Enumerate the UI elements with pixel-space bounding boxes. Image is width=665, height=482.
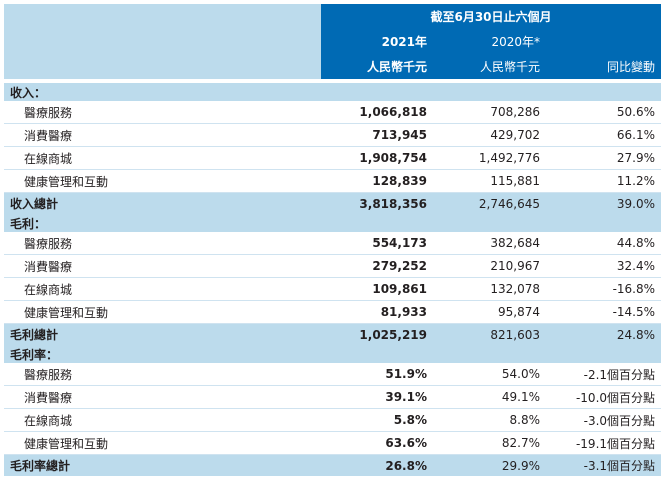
value-2020: 708,286 xyxy=(433,101,546,124)
yoy-header: 同比變動 xyxy=(546,54,662,79)
section-title: 收入： xyxy=(4,83,662,101)
row-label: 消費醫療 xyxy=(4,123,321,147)
table-row: 在線商城 109,861 132,078 -16.8% xyxy=(4,277,662,301)
value-2021: 554,173 xyxy=(321,232,433,255)
year-2020-header: 2020年* xyxy=(433,29,546,54)
table-row: 消費醫療 279,252 210,967 32.4% xyxy=(4,254,662,278)
table-row: 醫療服務 51.9% 54.0% -2.1個百分點 xyxy=(4,363,662,386)
value-yoy: 50.6% xyxy=(546,101,662,124)
value-2020: 49.1% xyxy=(433,385,546,409)
total-2020: 821,603 xyxy=(433,323,546,345)
unit-2021-header: 人民幣千元 xyxy=(321,54,433,79)
value-2021: 279,252 xyxy=(321,254,433,278)
row-label: 在線商城 xyxy=(4,277,321,301)
period-header: 截至6月30日止六個月 xyxy=(321,4,662,29)
total-yoy: -3.1個百分點 xyxy=(546,454,662,476)
value-2021: 109,861 xyxy=(321,277,433,301)
section-gross-margin: 毛利率： xyxy=(4,345,662,363)
value-yoy: 44.8% xyxy=(546,232,662,255)
value-yoy: -14.5% xyxy=(546,300,662,324)
section-title: 毛利率： xyxy=(4,345,662,363)
total-row-gross-profit: 毛利總計 1,025,219 821,603 24.8% xyxy=(4,323,662,345)
section-title: 毛利： xyxy=(4,214,662,232)
value-yoy: 11.2% xyxy=(546,169,662,193)
row-label: 醫療服務 xyxy=(4,363,321,386)
table-row: 健康管理和互動 81,933 95,874 -14.5% xyxy=(4,300,662,324)
value-2020: 210,967 xyxy=(433,254,546,278)
segment-financials-table: 截至6月30日止六個月 2021年 2020年* 人民幣千元 人民幣千元 同比變… xyxy=(4,4,662,476)
value-2020: 132,078 xyxy=(433,277,546,301)
value-2020: 54.0% xyxy=(433,363,546,386)
value-yoy: 66.1% xyxy=(546,123,662,147)
value-2021: 1,066,818 xyxy=(321,101,433,124)
value-yoy: -3.0個百分點 xyxy=(546,408,662,432)
row-label: 在線商城 xyxy=(4,408,321,432)
value-2021: 39.1% xyxy=(321,385,433,409)
table-row: 健康管理和互動 128,839 115,881 11.2% xyxy=(4,169,662,193)
row-label: 健康管理和互動 xyxy=(4,300,321,324)
section-gross-profit: 毛利： xyxy=(4,214,662,232)
value-2021: 63.6% xyxy=(321,431,433,455)
header-row-years: 2021年 2020年* xyxy=(4,29,662,54)
value-2021: 51.9% xyxy=(321,363,433,386)
row-label: 醫療服務 xyxy=(4,232,321,255)
unit-2020-header: 人民幣千元 xyxy=(433,54,546,79)
value-2021: 1,908,754 xyxy=(321,146,433,170)
total-row-revenue: 收入總計 3,818,356 2,746,645 39.0% xyxy=(4,192,662,214)
header-row-units: 人民幣千元 人民幣千元 同比變動 xyxy=(4,54,662,79)
value-2021: 81,933 xyxy=(321,300,433,324)
value-2021: 713,945 xyxy=(321,123,433,147)
total-label: 收入總計 xyxy=(4,192,321,214)
total-label: 毛利總計 xyxy=(4,323,321,345)
table-row: 消費醫療 39.1% 49.1% -10.0個百分點 xyxy=(4,385,662,409)
value-yoy: 27.9% xyxy=(546,146,662,170)
value-2021: 5.8% xyxy=(321,408,433,432)
table-row: 健康管理和互動 63.6% 82.7% -19.1個百分點 xyxy=(4,431,662,455)
table-row: 在線商城 5.8% 8.8% -3.0個百分點 xyxy=(4,408,662,432)
value-2020: 382,684 xyxy=(433,232,546,255)
value-2020: 1,492,776 xyxy=(433,146,546,170)
total-yoy: 39.0% xyxy=(546,192,662,214)
year-2021-header: 2021年 xyxy=(321,29,433,54)
value-2020: 429,702 xyxy=(433,123,546,147)
value-2020: 95,874 xyxy=(433,300,546,324)
row-label: 健康管理和互動 xyxy=(4,431,321,455)
yoy-header-blank xyxy=(546,29,662,54)
value-2020: 115,881 xyxy=(433,169,546,193)
value-yoy: 32.4% xyxy=(546,254,662,278)
value-yoy: -2.1個百分點 xyxy=(546,363,662,386)
row-label: 健康管理和互動 xyxy=(4,169,321,193)
total-2021: 1,025,219 xyxy=(321,323,433,345)
row-label: 消費醫療 xyxy=(4,254,321,278)
header-row-period: 截至6月30日止六個月 xyxy=(4,4,662,79)
total-2021: 26.8% xyxy=(321,454,433,476)
total-row-gross-margin: 毛利率總計 26.8% 29.9% -3.1個百分點 xyxy=(4,454,662,476)
table-row: 消費醫療 713,945 429,702 66.1% xyxy=(4,123,662,147)
value-yoy: -16.8% xyxy=(546,277,662,301)
table-row: 醫療服務 1,066,818 708,286 50.6% xyxy=(4,101,662,124)
value-yoy: -19.1個百分點 xyxy=(546,431,662,455)
total-2021: 3,818,356 xyxy=(321,192,433,214)
row-label: 醫療服務 xyxy=(4,101,321,124)
total-2020: 2,746,645 xyxy=(433,192,546,214)
value-2020: 8.8% xyxy=(433,408,546,432)
table-row: 醫療服務 554,173 382,684 44.8% xyxy=(4,232,662,255)
total-label: 毛利率總計 xyxy=(4,454,321,476)
total-yoy: 24.8% xyxy=(546,323,662,345)
table-row: 在線商城 1,908,754 1,492,776 27.9% xyxy=(4,146,662,170)
value-2020: 82.7% xyxy=(433,431,546,455)
section-revenue: 收入： xyxy=(4,83,662,101)
header-blank-cell xyxy=(4,4,321,79)
value-yoy: -10.0個百分點 xyxy=(546,385,662,409)
total-2020: 29.9% xyxy=(433,454,546,476)
row-label: 消費醫療 xyxy=(4,385,321,409)
row-label: 在線商城 xyxy=(4,146,321,170)
value-2021: 128,839 xyxy=(321,169,433,193)
